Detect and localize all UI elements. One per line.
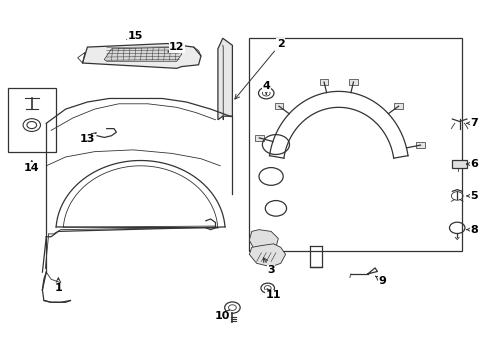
Text: 5: 5: [466, 191, 477, 201]
Bar: [8, 88, 56, 152]
Bar: [274, 103, 283, 109]
Text: 2: 2: [234, 39, 284, 99]
Text: 12: 12: [168, 42, 184, 52]
Text: 9: 9: [375, 276, 386, 286]
Bar: [451, 160, 466, 168]
Text: 10: 10: [215, 310, 230, 321]
Bar: [415, 142, 424, 148]
Text: 6: 6: [466, 159, 477, 169]
Text: 8: 8: [466, 225, 477, 235]
Text: 1: 1: [54, 278, 62, 293]
Bar: [393, 103, 402, 109]
Text: 14: 14: [24, 161, 40, 172]
Bar: [348, 79, 357, 85]
Bar: [249, 38, 461, 251]
Polygon shape: [249, 244, 285, 267]
Text: 15: 15: [127, 31, 143, 41]
Text: 11: 11: [265, 289, 281, 300]
Text: 13: 13: [80, 133, 96, 144]
Bar: [254, 135, 263, 141]
Polygon shape: [104, 47, 181, 61]
Polygon shape: [249, 230, 278, 253]
Polygon shape: [82, 44, 201, 68]
Bar: [319, 79, 328, 85]
Text: 3: 3: [263, 258, 274, 275]
Polygon shape: [218, 38, 232, 120]
Text: 4: 4: [262, 81, 270, 94]
Text: 7: 7: [466, 118, 477, 128]
